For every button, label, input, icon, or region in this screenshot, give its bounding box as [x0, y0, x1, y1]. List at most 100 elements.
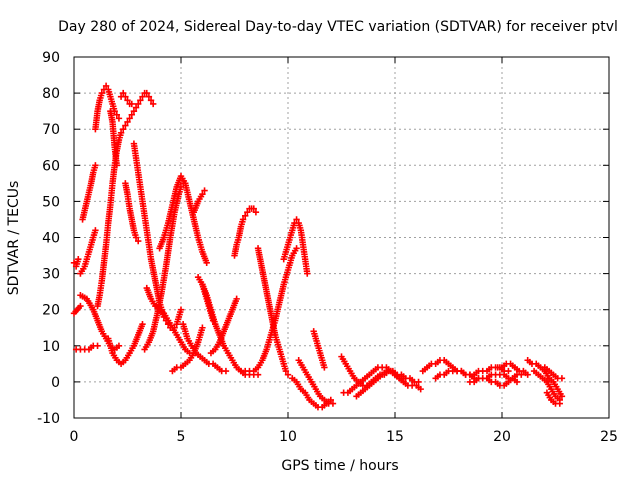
- data-point: [113, 162, 120, 169]
- data-point: [115, 115, 123, 122]
- series-arc-01: [70, 255, 82, 270]
- series-arc-30: [338, 353, 422, 389]
- x-tick-label: 5: [177, 429, 186, 445]
- y-tick-label: 10: [42, 339, 60, 355]
- series-arc-25: [254, 245, 292, 378]
- data-point: [115, 342, 123, 349]
- series-arc-39: [541, 364, 566, 382]
- data-point: [321, 364, 328, 371]
- series-arc-14: [141, 180, 187, 353]
- series-arc-27: [289, 375, 334, 411]
- series-arc-11: [122, 180, 142, 245]
- series-arc-40: [543, 389, 563, 407]
- y-tick-label: 90: [42, 50, 60, 66]
- x-tick-label: 25: [600, 429, 618, 445]
- series-arc-12: [105, 320, 146, 368]
- series-arc-38: [530, 367, 563, 404]
- data-point: [139, 93, 146, 100]
- grid: [74, 57, 609, 418]
- data-point: [415, 378, 422, 386]
- data-point: [137, 97, 144, 104]
- data-point: [113, 111, 120, 118]
- series-arc-26: [280, 216, 311, 277]
- y-tick-label: 20: [42, 303, 60, 319]
- series-arc-19: [179, 320, 230, 375]
- axis-ticks: 0 5 10 15 20 25 -10 0 10 20 30 40 50 60 70 80 90: [37, 50, 618, 445]
- data-point: [199, 190, 206, 198]
- x-axis-label: GPS time / hours: [281, 458, 398, 474]
- data-point: [505, 367, 512, 375]
- series-arc-18: [190, 187, 208, 216]
- data-point: [558, 375, 566, 382]
- data-point: [242, 212, 249, 220]
- data-point: [128, 111, 135, 118]
- series-arc-17: [169, 324, 206, 375]
- y-tick-label: 60: [42, 158, 60, 174]
- data-point: [135, 100, 142, 108]
- data-point: [329, 400, 337, 407]
- y-tick-label: 50: [42, 194, 60, 210]
- x-tick-label: 15: [386, 429, 404, 445]
- x-tick-label: 10: [279, 429, 297, 445]
- series-arc-29: [310, 328, 328, 371]
- data-point: [254, 371, 262, 378]
- data-point: [518, 371, 525, 378]
- data-point: [239, 216, 247, 223]
- data-point: [417, 385, 424, 393]
- data-point: [149, 100, 157, 108]
- series-arc-02: [70, 302, 84, 317]
- data-point: [293, 216, 300, 223]
- series-arc-23: [231, 205, 260, 259]
- series-arc-07: [92, 82, 123, 133]
- chart-title: Day 280 of 2024, Sidereal Day-to-day VTE…: [58, 19, 618, 35]
- data-point: [128, 100, 135, 108]
- data-point: [201, 187, 208, 194]
- data-point: [327, 396, 334, 404]
- data-point: [124, 97, 131, 104]
- y-tick-label: 40: [42, 231, 60, 247]
- data-point: [122, 122, 129, 129]
- data-point: [250, 205, 257, 212]
- series-arc-05: [79, 162, 99, 223]
- data-point: [524, 371, 531, 378]
- y-tick-label: 80: [42, 86, 60, 102]
- data-point: [284, 371, 292, 378]
- series-arc-35: [466, 371, 525, 389]
- y-tick-label: 30: [42, 267, 60, 283]
- data-point: [139, 320, 146, 328]
- data-point: [143, 89, 150, 97]
- data-point: [513, 378, 521, 386]
- data-point: [209, 317, 217, 324]
- data-point: [212, 320, 219, 328]
- data-point: [120, 126, 127, 133]
- data-point: [120, 89, 127, 97]
- data-point: [282, 367, 290, 375]
- data-point: [147, 97, 155, 104]
- data-point: [132, 104, 140, 111]
- data-point: [92, 227, 99, 234]
- series-arc-22: [207, 295, 240, 357]
- data-point: [102, 82, 110, 90]
- data-point: [177, 306, 185, 313]
- data-point: [304, 270, 311, 277]
- data-point: [556, 400, 563, 407]
- data-point: [94, 342, 101, 349]
- data-point: [252, 209, 260, 216]
- data-point: [199, 324, 206, 331]
- data-point: [233, 295, 240, 303]
- series-arc-32: [353, 367, 407, 400]
- data-point: [132, 234, 140, 241]
- series-arc-03: [72, 342, 101, 353]
- data-point: [293, 245, 300, 252]
- data-point: [558, 393, 566, 400]
- series-arc-09: [117, 89, 135, 108]
- series-arc-31: [340, 364, 424, 396]
- data-point: [122, 93, 129, 100]
- data-point: [145, 93, 153, 100]
- data-point: [130, 107, 138, 115]
- data-points: [70, 82, 566, 411]
- series-arc-28: [295, 357, 337, 407]
- y-tick-label: -10: [37, 411, 60, 427]
- data-point: [124, 118, 131, 126]
